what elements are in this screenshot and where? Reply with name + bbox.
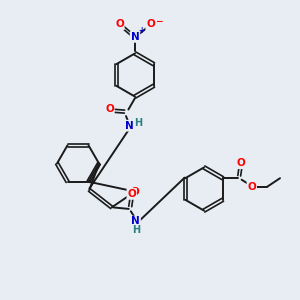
Text: O: O (128, 189, 136, 199)
Text: O: O (105, 104, 114, 115)
Text: N: N (124, 121, 134, 131)
Text: O: O (236, 158, 245, 168)
Text: O: O (248, 182, 256, 192)
Text: −: − (155, 17, 163, 26)
Text: N: N (131, 217, 140, 226)
Text: H: H (133, 226, 141, 236)
Text: H: H (134, 118, 143, 128)
Text: O: O (146, 19, 155, 29)
Text: O: O (115, 19, 124, 29)
Text: N: N (130, 32, 140, 42)
Text: O: O (131, 187, 140, 196)
Text: +: + (139, 26, 145, 35)
